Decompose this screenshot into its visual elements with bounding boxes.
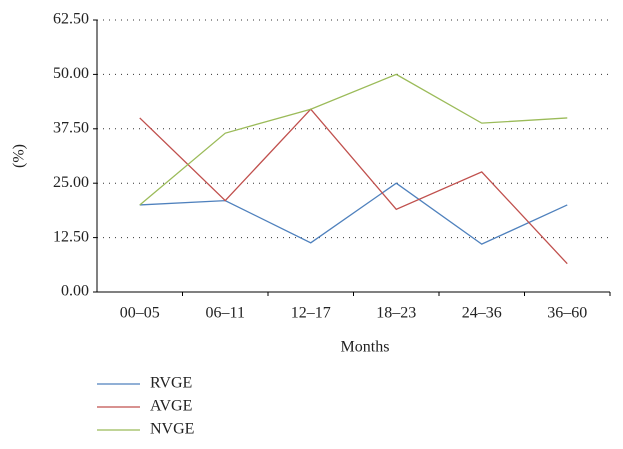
y-tick-label: 62.50 — [53, 11, 89, 28]
x-tick-label: 36–60 — [547, 305, 587, 322]
x-tick-label: 24–36 — [462, 305, 502, 322]
legend-label: AVGE — [150, 398, 192, 415]
y-tick-label: 12.50 — [53, 228, 89, 245]
legend-label: NVGE — [150, 421, 194, 438]
x-tick-label: 06–11 — [206, 305, 245, 322]
x-axis-label: Months — [341, 339, 390, 356]
series-line — [139, 108, 568, 265]
x-tick-label: 12–17 — [291, 305, 331, 322]
series-line — [139, 73, 568, 206]
y-tick-label: 50.00 — [53, 65, 89, 82]
y-axis-label: (%) — [11, 144, 28, 168]
y-tick-label: 37.50 — [53, 119, 89, 136]
series-line — [139, 182, 568, 245]
x-tick-label: 18–23 — [376, 305, 416, 322]
y-tick-label: 25.00 — [53, 174, 89, 191]
y-tick-label: 0.00 — [61, 283, 89, 300]
x-tick-label: 00–05 — [120, 305, 160, 322]
legend-label: RVGE — [150, 375, 192, 392]
